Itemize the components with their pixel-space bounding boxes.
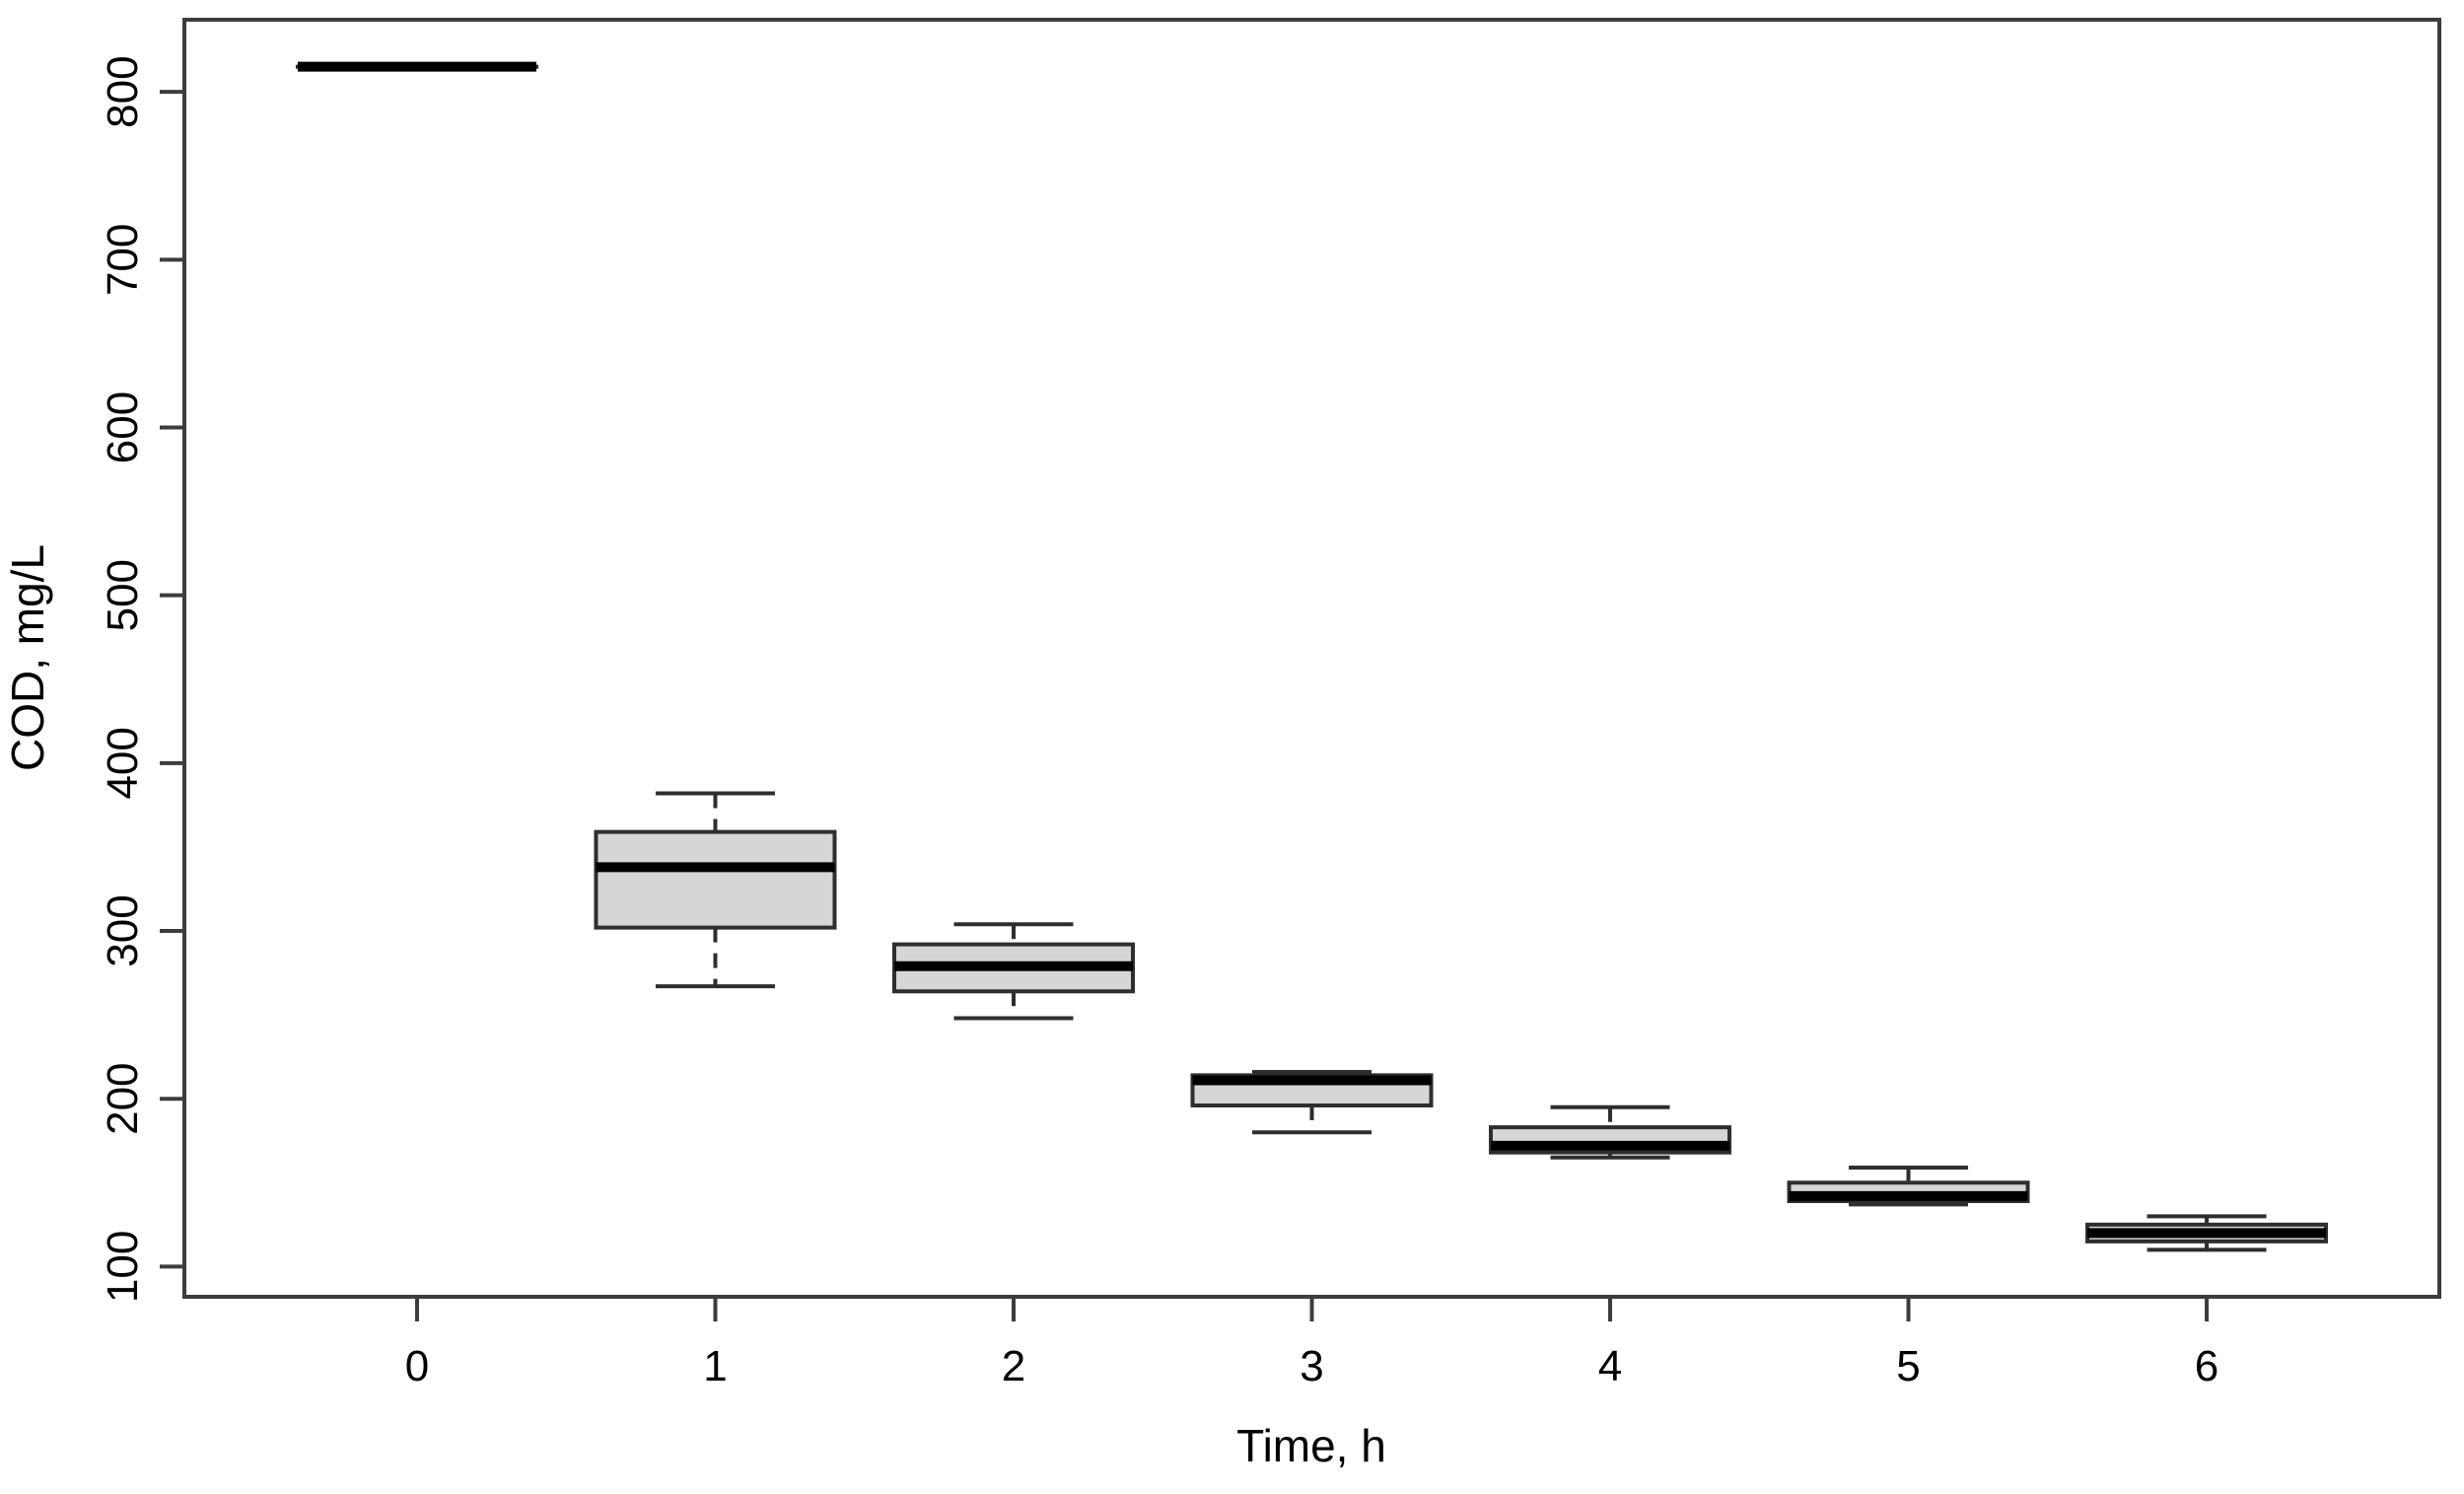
y-tick-label: 200 (99, 1062, 147, 1134)
y-tick-label: 400 (99, 727, 147, 799)
box-group-3 (1192, 1072, 1431, 1132)
x-tick-label: 6 (2195, 1342, 2218, 1390)
y-axis-title: COD, mg/L (2, 544, 53, 771)
box-group-6 (2087, 1216, 2326, 1249)
box-series (298, 67, 2326, 1250)
y-tick-label: 100 (99, 1231, 147, 1303)
box-group-2 (894, 924, 1133, 1018)
y-tick-label: 700 (99, 224, 147, 296)
x-axis-title: Time, h (1236, 1420, 1386, 1471)
y-axis: 100 200 300 400 500 600 700 800 (99, 55, 184, 1303)
x-axis: 0 1 2 3 4 5 6 (405, 1297, 2219, 1390)
x-tick-label: 2 (1002, 1342, 1025, 1390)
box-group-1 (596, 793, 834, 986)
y-tick-label: 300 (99, 894, 147, 966)
x-tick-label: 4 (1598, 1342, 1622, 1390)
box-group-5 (1790, 1168, 2028, 1204)
y-tick-label: 500 (99, 559, 147, 631)
y-tick-label: 800 (99, 55, 147, 127)
x-tick-label: 0 (405, 1342, 429, 1390)
x-tick-label: 5 (1896, 1342, 1920, 1390)
y-tick-label: 600 (99, 391, 147, 463)
box-group-4 (1491, 1107, 1729, 1158)
iqr-box (596, 832, 834, 928)
x-tick-label: 1 (703, 1342, 727, 1390)
x-tick-label: 3 (1300, 1342, 1323, 1390)
